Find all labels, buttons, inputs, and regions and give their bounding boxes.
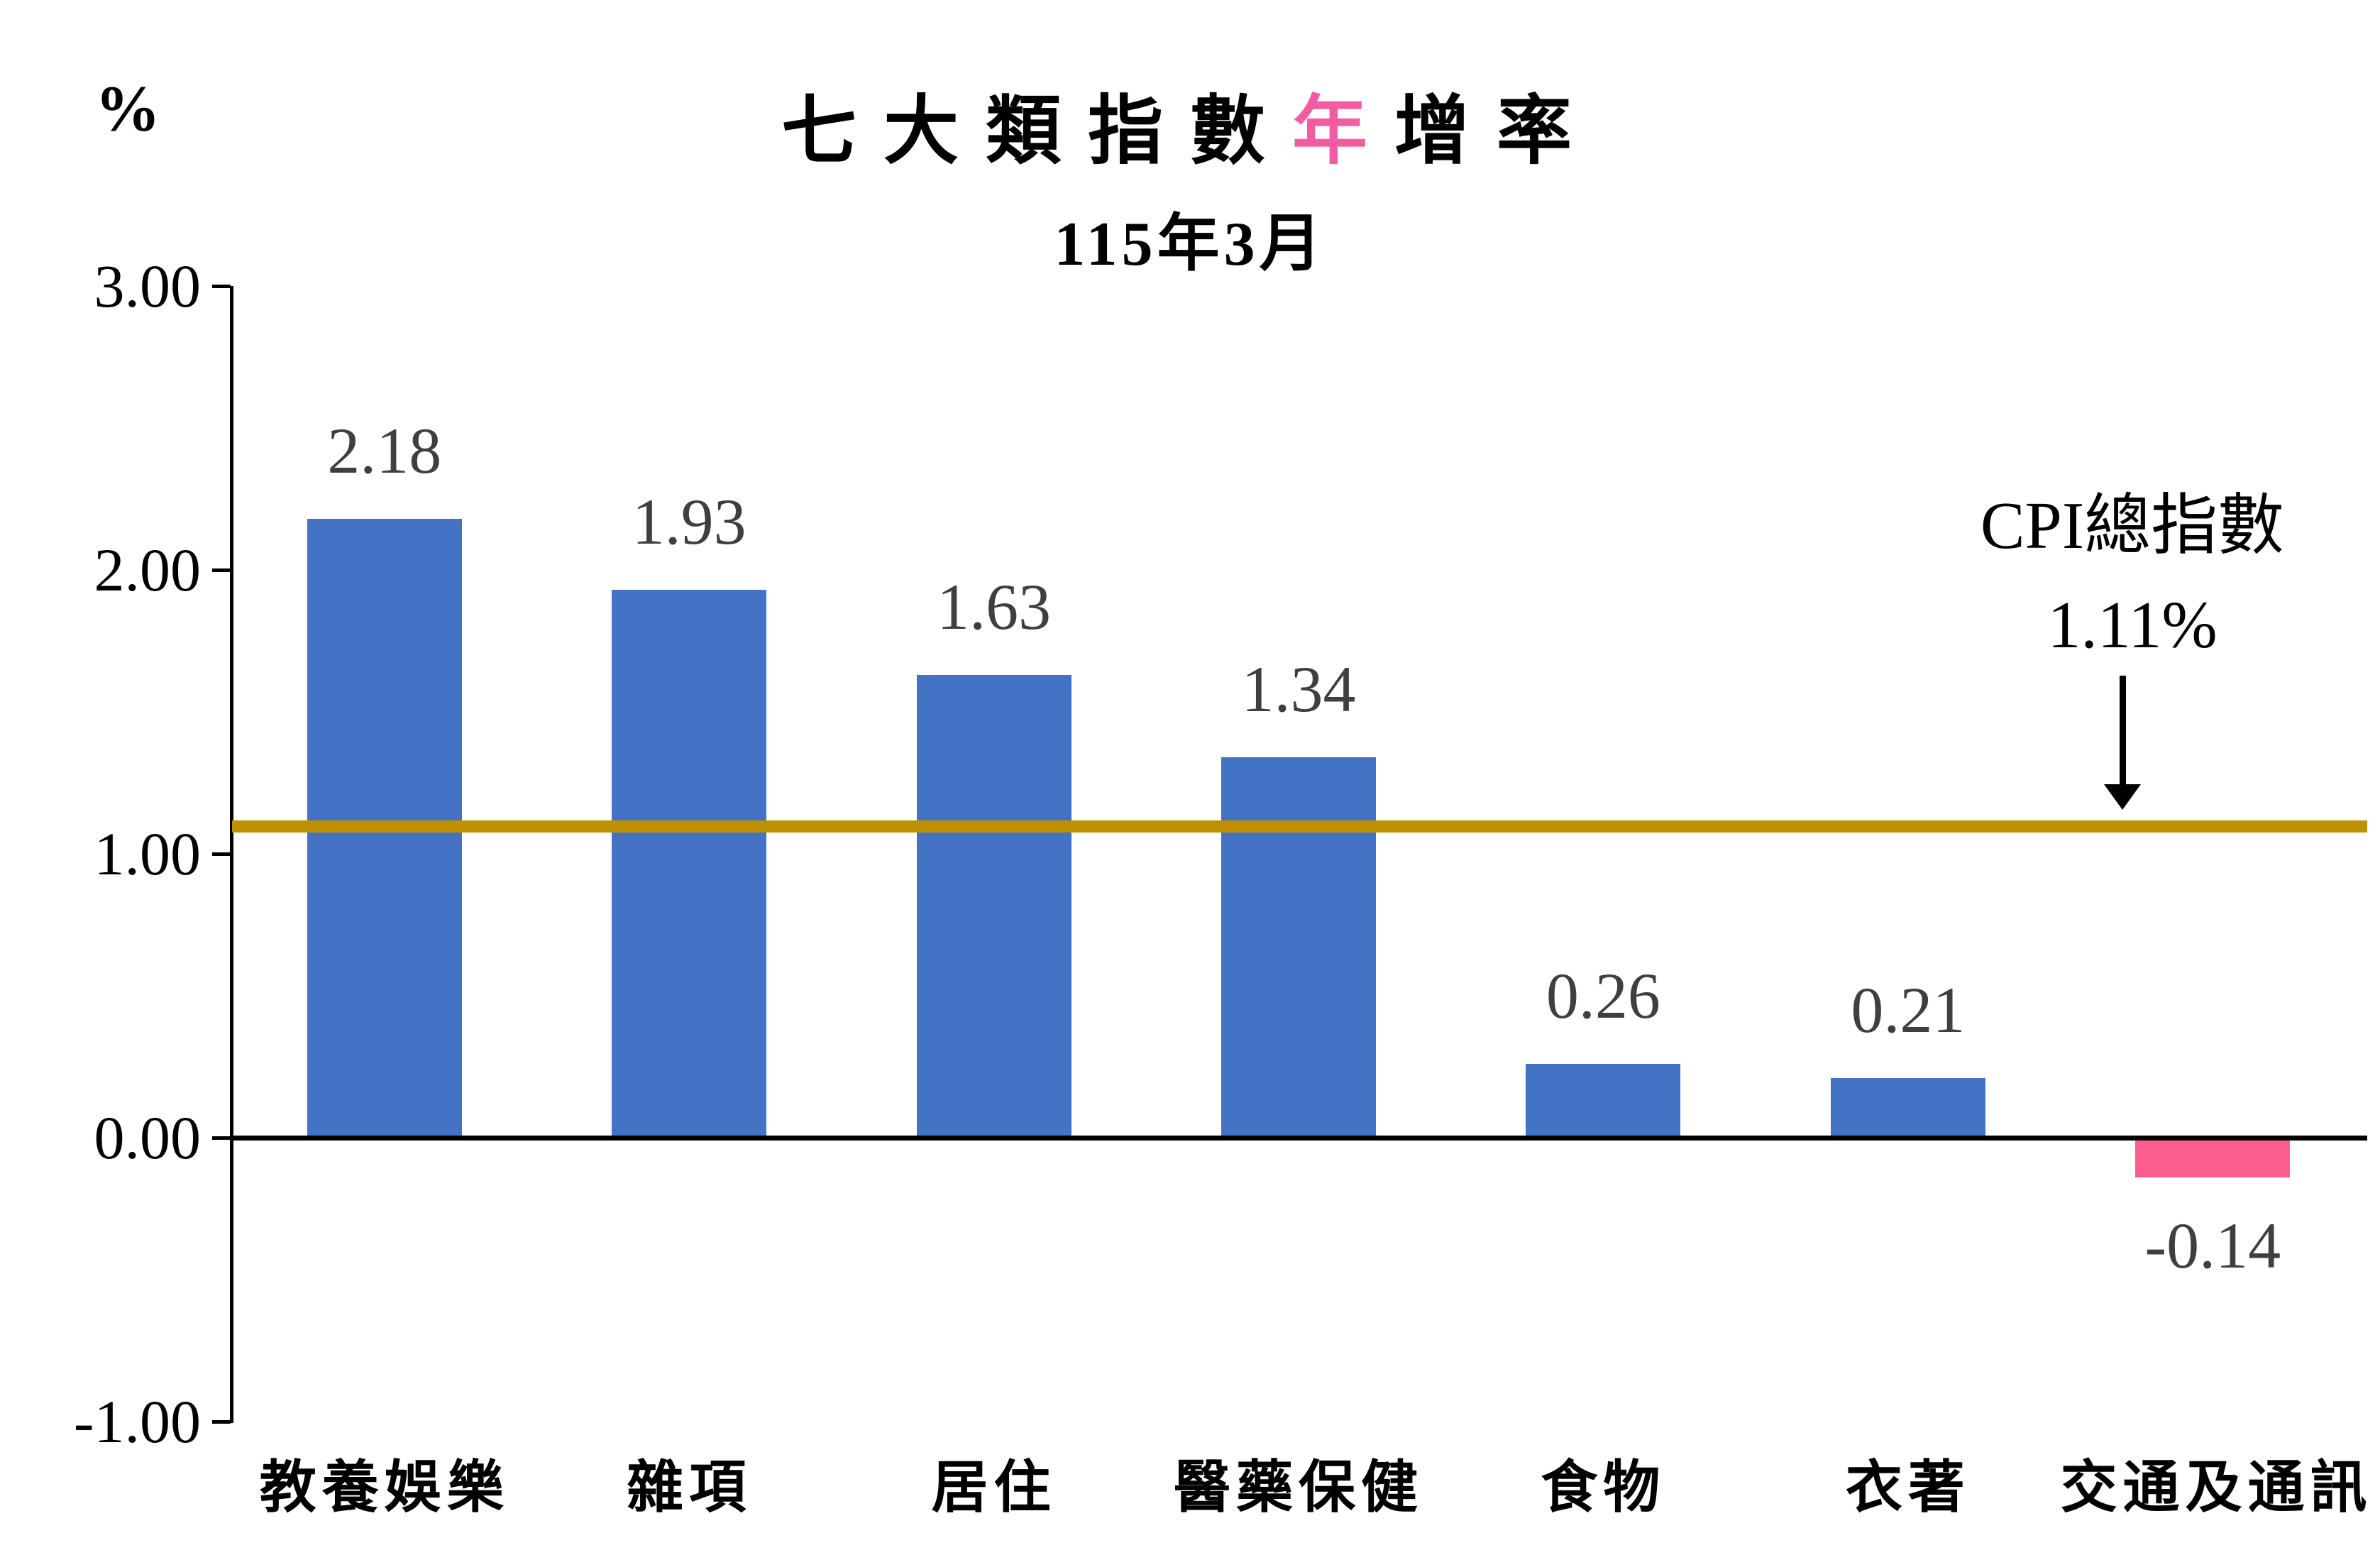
category-label-衣著: 衣著 (1845, 1457, 1971, 1520)
chart-title-prefix: 七大類指數 (781, 90, 1292, 173)
cpi-annotation: CPI總指數 1.11% (1845, 484, 2380, 667)
cpi-annotation-title: CPI總指數 (1980, 489, 2285, 563)
bar-value-label: 1.93 (632, 485, 746, 558)
chart-title: 七大類指數年增率 (0, 70, 2380, 179)
cpi-down-arrow-icon (2104, 784, 2141, 810)
category-label-雜項: 雜項 (627, 1457, 752, 1520)
y-axis-tick (212, 1136, 231, 1140)
bar-食物 (1526, 1064, 1681, 1138)
y-axis-tick (212, 568, 231, 572)
category-label-居住: 居住 (931, 1457, 1057, 1520)
bar-雜項 (612, 590, 767, 1138)
chart-title-suffix: 增率 (1394, 90, 1599, 173)
chart-title-highlight-year: 年 (1292, 90, 1394, 173)
bar-居住 (916, 675, 1071, 1138)
y-tick-label: 3.00 (94, 252, 202, 320)
y-axis-tick (212, 852, 231, 856)
bar-value-label: 1.34 (1241, 653, 1356, 725)
y-axis-tick (212, 285, 231, 288)
chart-subtitle: 115年3月 (1054, 210, 1326, 279)
bar-value-label: -0.14 (2144, 1209, 2281, 1282)
category-label-食物: 食物 (1541, 1457, 1666, 1520)
bar-衣著 (1830, 1078, 1985, 1138)
cpi-reference-line (232, 820, 2367, 833)
y-axis-unit-label: % (95, 72, 160, 145)
y-tick-label: 0.00 (94, 1104, 202, 1172)
y-tick-label: 1.00 (94, 820, 202, 888)
cpi-down-arrow-shaft (2120, 676, 2126, 786)
category-label-交通及通訊: 交通及通訊 (2060, 1457, 2373, 1520)
y-tick-label: 2.00 (94, 536, 202, 604)
bar-value-label: 2.18 (327, 414, 442, 487)
category-label-教養娛樂: 教養娛樂 (259, 1457, 509, 1520)
bar-醫藥保健 (1221, 757, 1376, 1138)
y-tick-label: -1.00 (73, 1388, 201, 1456)
bar-value-label: 0.21 (1851, 974, 1966, 1046)
bar-value-label: 1.63 (937, 571, 1052, 643)
category-label-醫藥保健: 醫藥保健 (1173, 1457, 1423, 1520)
cpi-annotation-value: 1.11% (2047, 588, 2218, 662)
bar-value-label: 0.26 (1546, 960, 1660, 1032)
y-axis-tick (212, 1420, 231, 1424)
y-axis-line (230, 286, 233, 1423)
bar-交通及通訊 (2135, 1138, 2291, 1177)
x-axis-zero-line (230, 1136, 2367, 1141)
